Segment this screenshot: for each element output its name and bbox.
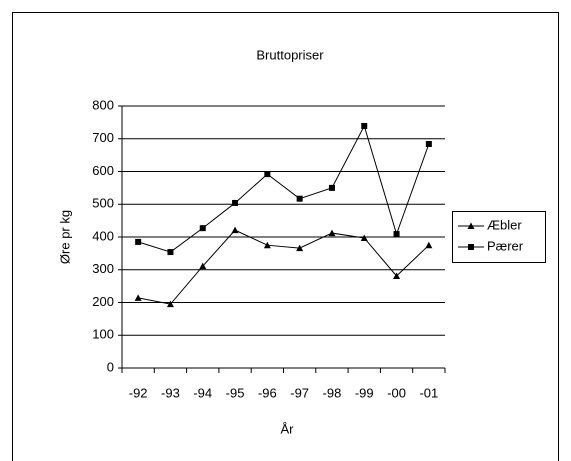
x-axis-label: År: [281, 421, 295, 436]
marker: [264, 171, 271, 178]
x-tick-label: -99: [355, 385, 374, 400]
marker: [296, 195, 303, 202]
y-tick-label: 600: [92, 163, 114, 178]
marker: [393, 231, 400, 238]
x-tick-label: -92: [129, 385, 148, 400]
marker: [296, 244, 304, 252]
legend-box: [452, 211, 546, 263]
x-tick-label: -01: [419, 385, 438, 400]
marker: [232, 199, 239, 206]
marker: [135, 238, 142, 245]
legend-label: Æbler: [487, 217, 522, 232]
series-line: [138, 229, 430, 305]
y-tick-label: 200: [92, 294, 114, 309]
x-tick-label: -94: [193, 385, 212, 400]
marker: [166, 300, 174, 308]
legend-label: Pærer: [487, 238, 524, 253]
x-tick-label: -97: [290, 385, 309, 400]
y-tick-label: 100: [92, 327, 114, 342]
marker: [425, 241, 433, 249]
marker: [328, 184, 335, 191]
marker: [361, 122, 368, 129]
y-axis-label: Øre pr kg: [57, 210, 72, 264]
y-tick-label: 300: [92, 261, 114, 276]
marker: [231, 226, 239, 234]
x-tick-label: -96: [258, 385, 277, 400]
series-line: [138, 124, 430, 253]
legend-marker: [468, 244, 474, 250]
x-tick-label: -93: [161, 385, 180, 400]
y-tick-label: 400: [92, 228, 114, 243]
y-tick-label: 700: [92, 130, 114, 145]
x-tick-label: -95: [226, 385, 245, 400]
y-tick-label: 800: [92, 97, 114, 112]
y-tick-label: 500: [92, 196, 114, 211]
chart-title: Bruttopriser: [256, 47, 324, 62]
y-tick-label: 0: [107, 359, 114, 374]
marker: [134, 294, 142, 301]
legend-marker: [467, 222, 475, 229]
marker: [393, 272, 401, 279]
marker: [199, 225, 206, 232]
marker: [199, 262, 207, 270]
marker: [263, 241, 271, 249]
marker: [167, 249, 174, 256]
x-tick-label: -00: [387, 385, 406, 400]
marker: [328, 229, 336, 237]
x-tick-label: -98: [323, 385, 342, 400]
marker: [360, 234, 368, 241]
marker: [425, 140, 432, 147]
